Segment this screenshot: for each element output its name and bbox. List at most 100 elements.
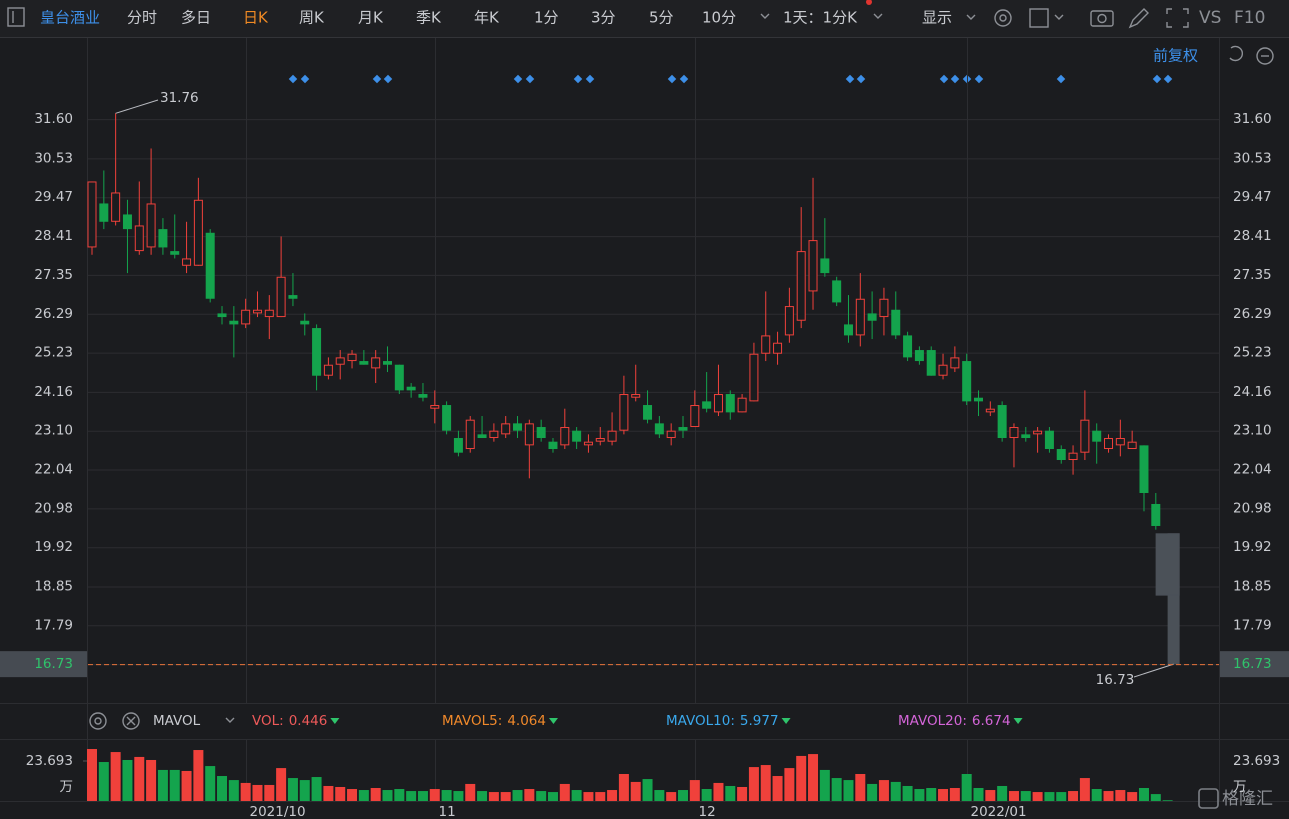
adjust-mode[interactable]: 前复权	[1153, 47, 1198, 65]
candle-body	[879, 298, 889, 318]
candle-wick	[978, 390, 979, 417]
indicator-chevron[interactable]	[225, 717, 235, 723]
candle-body	[1127, 441, 1137, 450]
indicator-label: MAVOL20: 6.674	[898, 713, 1011, 729]
volume-bar	[583, 792, 594, 801]
volume-bar	[595, 792, 606, 801]
candle-body	[796, 251, 806, 321]
volume-bar	[488, 792, 499, 801]
volume-bar	[997, 785, 1008, 801]
reset-icon[interactable]	[1229, 45, 1244, 62]
candle-wick	[103, 170, 105, 230]
candle-wick	[387, 346, 388, 373]
indicator-close-icon[interactable]	[122, 712, 140, 730]
volume-bar	[169, 769, 180, 801]
candle-body	[1009, 427, 1019, 439]
more-chevron[interactable]	[760, 13, 770, 19]
volume-bar	[914, 789, 925, 801]
candle-body	[560, 427, 570, 446]
candle-body	[1056, 449, 1066, 461]
volume-bar	[607, 790, 618, 801]
watermark: 格隆汇	[1222, 789, 1273, 809]
period-tab[interactable]: 季K	[416, 9, 442, 27]
candle-wick	[304, 313, 306, 336]
period-chevron[interactable]	[873, 13, 883, 19]
f10-button[interactable]: F10	[1234, 8, 1265, 28]
menu-icon[interactable]	[7, 7, 25, 27]
event-marker	[372, 74, 382, 84]
camera-icon[interactable]	[1090, 10, 1114, 27]
period-tab[interactable]: 10分	[702, 9, 736, 27]
candle-body	[465, 419, 475, 450]
x-tick-label: 2021/10	[250, 804, 306, 819]
volume-bar	[760, 765, 771, 801]
pen-icon[interactable]	[1128, 8, 1149, 29]
candle-body	[985, 408, 995, 413]
indicator-value: 0.446	[289, 713, 328, 729]
volume-bar	[1162, 800, 1173, 801]
indicator-arrow	[781, 718, 791, 724]
candle-body	[241, 309, 251, 325]
candle-body	[926, 350, 936, 376]
indicator-arrow	[548, 718, 558, 724]
period-tab[interactable]: 日K	[243, 9, 269, 27]
candle-wick	[256, 291, 258, 318]
period-tab[interactable]: 分时	[127, 9, 157, 27]
event-marker	[939, 74, 949, 84]
indicator-name[interactable]: MAVOL	[153, 713, 201, 729]
volume-bar	[867, 783, 878, 801]
y-tick-label: 19.92	[34, 539, 73, 555]
display-menu[interactable]: 显示	[922, 9, 952, 27]
period-tab[interactable]: 5分	[649, 9, 674, 27]
last-price-label-right: 16.73	[1233, 656, 1272, 672]
candle-body	[122, 214, 132, 230]
indicator-settings-core	[94, 717, 102, 725]
candle-body	[867, 313, 877, 321]
display-chevron[interactable]	[966, 14, 976, 20]
zoom-out-icon[interactable]	[1256, 47, 1274, 65]
event-marker	[1163, 74, 1173, 84]
period-tab[interactable]: 1分	[534, 9, 559, 27]
period-tab[interactable]: 月K	[358, 9, 384, 27]
volume-bar	[240, 782, 251, 801]
y-tick-label: 25.23	[34, 345, 73, 361]
indicator-settings-icon[interactable]	[89, 712, 107, 730]
candle-wick	[706, 372, 708, 413]
candle-body	[134, 225, 144, 252]
volume-bar	[748, 767, 759, 801]
period-tab[interactable]: 周K	[299, 9, 325, 27]
candle-wick	[292, 273, 294, 307]
volume-bar	[784, 768, 795, 801]
period-tab[interactable]: 年K	[474, 9, 500, 27]
indicator-name: MAVOL5:	[442, 713, 502, 729]
volume-bar	[618, 773, 629, 801]
draw-box-icon[interactable]	[1029, 8, 1049, 28]
y-tick-label-right: 19.92	[1233, 539, 1272, 555]
volume-bar	[358, 790, 369, 801]
period-tab[interactable]: 多日	[181, 9, 211, 27]
y-tick-label: 24.16	[34, 384, 73, 400]
volume-bar	[654, 790, 665, 801]
period-tab[interactable]: 3分	[591, 9, 616, 27]
camera-lens	[1097, 13, 1107, 24]
last-price-box	[1220, 651, 1289, 678]
candle-body	[477, 434, 487, 439]
settings-icon[interactable]	[994, 9, 1012, 27]
indicator-label: VOL: 0.446	[252, 713, 327, 729]
y-tick-label-right: 31.60	[1233, 111, 1272, 127]
volume-bar	[689, 780, 700, 801]
period-select[interactable]: 1天：1分K	[783, 9, 858, 27]
vs-button[interactable]: VS	[1199, 8, 1221, 28]
volume-bar	[678, 790, 688, 801]
volume-bar	[406, 791, 417, 801]
volume-bar	[394, 789, 405, 801]
volume-bar	[926, 788, 937, 801]
candle-wick	[717, 364, 719, 417]
box-chevron[interactable]	[1054, 14, 1064, 20]
event-marker	[585, 74, 595, 84]
candle-body	[323, 364, 333, 376]
stock-name[interactable]: 皇台酒业	[40, 9, 100, 27]
fullscreen-icon[interactable]	[1166, 8, 1189, 28]
candle-body	[654, 423, 664, 435]
